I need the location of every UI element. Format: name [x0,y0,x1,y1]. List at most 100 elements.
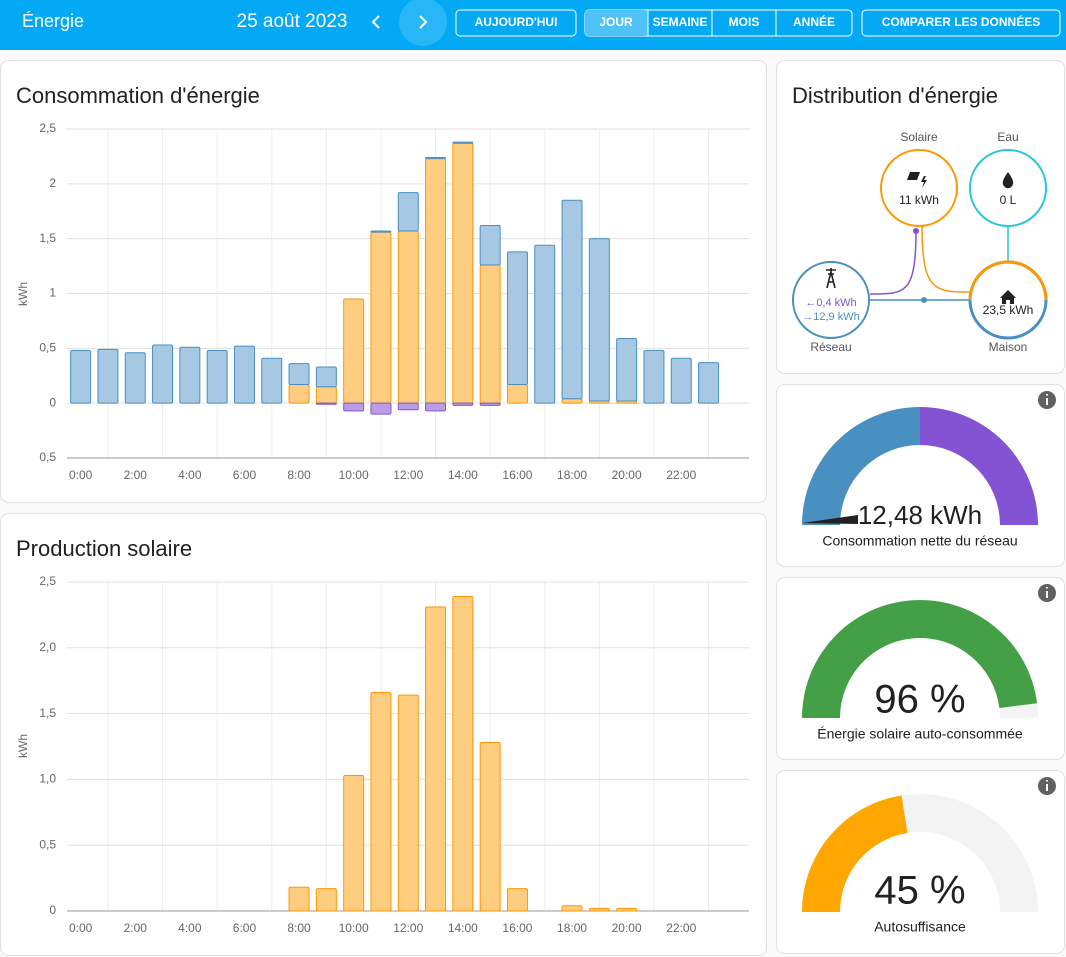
bar [397,192,419,232]
bar [452,142,474,404]
node-label: Réseau [810,340,851,354]
bar [616,907,638,912]
bar [124,352,146,404]
node-label: Eau [997,130,1018,144]
grid-consumption: →12,9 kWh [802,311,859,323]
next-icon [419,15,428,29]
flow-line [869,229,917,295]
bar [343,298,365,404]
gauge-value-label: 12,48 kWh [858,500,982,530]
bar [452,141,474,144]
gauge-segment [920,407,1038,525]
x-tick-label: 2:00 [124,468,148,482]
x-tick-label: 14:00 [448,921,478,935]
bar [397,694,419,912]
x-tick-label: 12:00 [393,921,423,935]
x-tick-label: 0:00 [69,468,93,482]
x-tick-label: 6:00 [233,921,257,935]
bar [288,886,310,912]
bar [479,225,501,266]
bar [506,888,528,912]
y-tick-label: 0 [49,903,56,917]
bar [425,606,447,912]
bar [261,357,283,404]
grid-node[interactable] [792,261,870,339]
day-button[interactable] [585,10,648,36]
node-label: Maison [989,340,1028,354]
bar [370,230,392,233]
node-value: 11 kWh [899,193,939,207]
x-tick-label: 2:00 [124,921,148,935]
y-tick-label: 2,5 [39,121,56,135]
bar [506,251,528,386]
gauge-label: Consommation nette du réseau [822,533,1017,549]
x-tick-label: 8:00 [287,921,311,935]
x-tick-label: 10:00 [339,468,369,482]
next-button[interactable] [399,0,447,46]
card-title: Distribution d'énergie [792,83,998,108]
x-tick-label: 20:00 [612,468,642,482]
date: 25 août 2023 [237,11,348,32]
y-tick-label: 2 [49,176,56,190]
button-label[interactable]: ANNÉE [793,14,835,29]
y-tick-label: 1 [49,286,56,300]
x-tick-label: 16:00 [502,468,532,482]
grid-icon [826,268,836,289]
button-label[interactable]: SEMAINE [653,15,708,29]
y-tick-label: 1,5 [39,706,56,720]
button-label[interactable]: MOIS [729,15,760,29]
flow-dot [913,228,919,234]
compare-button[interactable] [861,9,1061,37]
y-tick-label: 0 [49,395,56,409]
bar [370,402,392,415]
node-value: 0 L [1000,193,1017,207]
x-tick-label: 20:00 [612,921,642,935]
bar [97,348,119,404]
x-tick-label: 22:00 [666,921,696,935]
bar [425,158,447,404]
bar [315,402,337,405]
bar [288,363,310,386]
today-button[interactable] [455,9,577,37]
node-value: 23,5 kWh [983,303,1034,317]
gauge-value [802,795,908,912]
card [776,770,1065,954]
bar [397,402,419,411]
y-tick-label: 1,0 [39,772,56,786]
y-tick-label: 1,5 [39,231,56,245]
x-tick-label: 18:00 [557,921,587,935]
gauge-label: Énergie solaire auto-consommée [817,726,1023,742]
bar [670,357,692,404]
bar [70,350,92,404]
y-axis-label: kWh [16,734,30,758]
bar [479,742,501,912]
prev-button[interactable] [371,15,380,29]
x-tick-label: 8:00 [287,468,311,482]
gauge-value [802,600,1038,718]
x-tick-label: 0:00 [69,921,93,935]
bar [233,345,255,404]
x-tick-label: 12:00 [393,468,423,482]
button-label: JOUR [599,15,633,29]
home-icon [1000,290,1016,304]
bar [506,384,528,404]
flow-dot [921,297,927,303]
y-tick-label: 2,5 [39,574,56,588]
bar [370,231,392,404]
solar-node[interactable] [880,149,958,227]
header-title: Énergie [22,11,84,31]
x-tick-label: 18:00 [557,468,587,482]
x-tick-label: 10:00 [339,921,369,935]
bar [643,350,665,404]
x-tick-label: 6:00 [233,468,257,482]
bar [315,888,337,912]
gauge-needle [802,515,858,524]
flow-line [921,225,971,293]
bar [397,230,419,404]
button-label: COMPARER LES DONNÉES [882,14,1040,29]
card [776,577,1065,760]
bar [561,905,583,912]
bar [425,402,447,412]
bar [315,386,337,404]
